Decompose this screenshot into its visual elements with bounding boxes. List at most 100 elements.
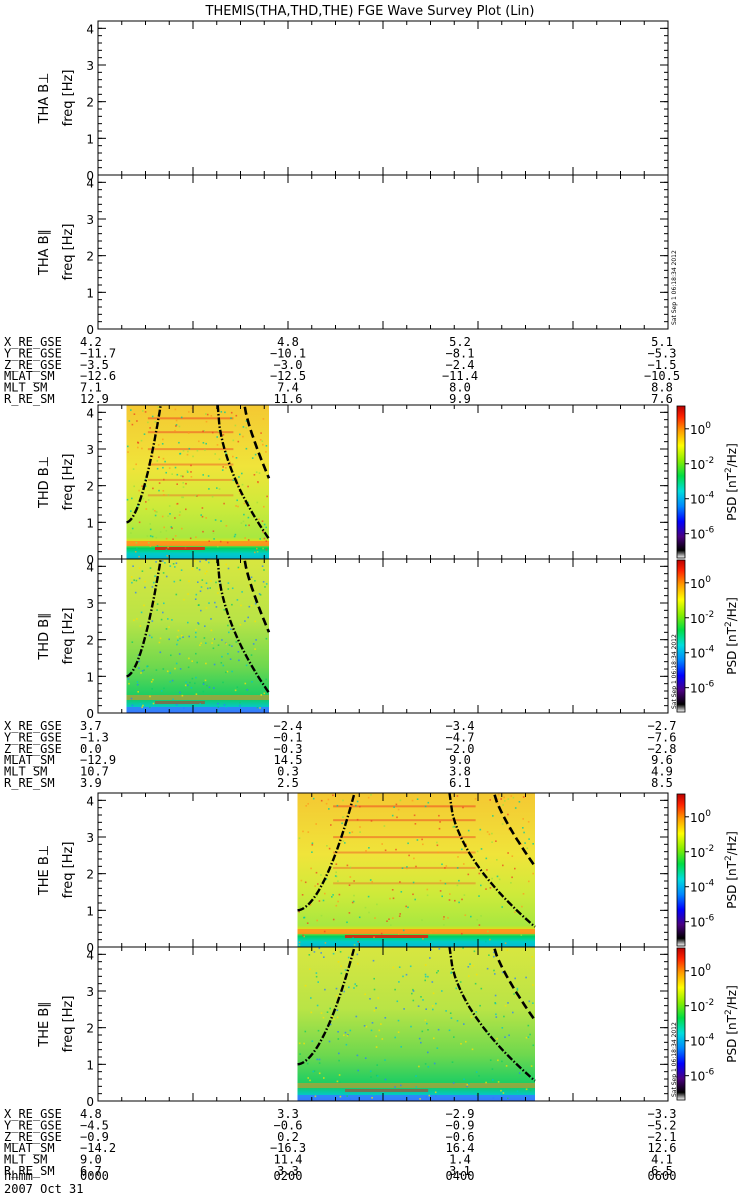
spectrogram-thd-perp-speckle bbox=[214, 519, 217, 521]
spectrogram-thd-perp-speckle bbox=[138, 489, 140, 492]
spectrogram-thd-par-speckle bbox=[181, 694, 184, 697]
spectrogram-the-perp-speckle bbox=[457, 856, 459, 858]
spectrogram-thd-par-speckle bbox=[217, 710, 219, 713]
spectrogram-thd-par-speckle bbox=[239, 623, 242, 626]
spectrogram-thd-par-speckle bbox=[175, 593, 178, 596]
spectrogram-the-perp-speckle bbox=[411, 799, 414, 802]
ephemeris-value: 9.0 bbox=[449, 753, 471, 767]
spectrogram-thd-perp-speckle bbox=[224, 411, 226, 414]
spectrogram-the-perp-speckle bbox=[430, 932, 432, 934]
colorbar-tick-base: 10 bbox=[690, 577, 705, 591]
colorbar-tick-label: 10-6 bbox=[690, 1068, 715, 1084]
spectrogram-the-perp-speckle bbox=[328, 808, 330, 810]
spectrogram-the-perp-speckle bbox=[353, 880, 355, 882]
spectrogram-the-par-speckle bbox=[450, 1017, 453, 1019]
spectrogram-the-perp-speckle bbox=[399, 799, 402, 802]
spectrogram-thd-par-speckle bbox=[244, 620, 246, 622]
spectrogram-the-perp-speckle bbox=[470, 915, 472, 918]
spectrogram-thd-par-speckle bbox=[163, 687, 165, 690]
spectrogram-the-par-speckle bbox=[320, 1012, 323, 1014]
spectrogram-the-par-speckle bbox=[431, 981, 434, 983]
spectrogram-thd-par-speckle bbox=[259, 705, 261, 708]
spectrogram-thd-perp-speckle bbox=[156, 467, 159, 470]
spectrogram-thd-perp-speckle bbox=[166, 555, 168, 557]
spectrogram-the-par-speckle bbox=[318, 1072, 321, 1075]
spectrogram-the-perp-speckle bbox=[436, 844, 439, 847]
spectrogram-the-perp-speckle bbox=[348, 832, 351, 834]
spectrogram-the-perp-speckle bbox=[497, 793, 500, 796]
spectrogram-the-perp-speckle bbox=[368, 847, 370, 849]
spectrogram-the-par-speckle bbox=[314, 1095, 317, 1098]
spectrogram-thd-par-speckle bbox=[180, 569, 183, 571]
spectrogram-thd-par-speckle bbox=[217, 702, 219, 705]
spectrogram-thd-par-speckle bbox=[247, 616, 249, 619]
ephemeris-value: −16.3 bbox=[270, 1141, 306, 1155]
spectrogram-thd-perp-speckle bbox=[147, 421, 149, 424]
spectrogram-thd-par-speckle bbox=[151, 636, 153, 639]
spectrogram-thd-perp-speckle bbox=[167, 546, 169, 549]
spectrogram-thd-par-speckle bbox=[138, 577, 141, 580]
spectrogram-thd-perp-speckle bbox=[265, 540, 268, 542]
spectrogram-the-perp-speckle bbox=[447, 917, 449, 919]
spectrogram-the-par-speckle bbox=[320, 952, 322, 954]
spectrogram-the-perp-speckle bbox=[501, 906, 503, 908]
spectrogram-thd-par-speckle bbox=[252, 643, 255, 645]
spectrogram-the-par-speckle bbox=[475, 973, 478, 976]
spectrogram-the-perp-speckle bbox=[395, 803, 398, 806]
spectrogram-the-par-speckle bbox=[336, 1009, 339, 1011]
spectrogram-the-perp-band-core bbox=[345, 935, 429, 938]
spectrogram-thd-par-speckle bbox=[187, 666, 190, 669]
spectrogram-the-perp-speckle bbox=[395, 848, 397, 851]
spectrogram-thd-perp-speckle bbox=[180, 475, 182, 477]
spectrogram-thd-perp-speckle bbox=[149, 427, 151, 429]
spectrogram-thd-par-speckle bbox=[246, 689, 249, 691]
spectrogram-the-perp-speckle bbox=[443, 924, 445, 926]
spectrogram-the-perp-speckle bbox=[384, 849, 387, 852]
spectrogram-thd-par-speckle bbox=[153, 581, 155, 584]
spectrogram-the-perp-harmonic bbox=[333, 836, 476, 839]
spectrogram-the-perp-speckle bbox=[392, 917, 394, 919]
spectrogram-thd-perp-speckle bbox=[233, 535, 236, 538]
spectrogram-thd-perp-speckle bbox=[171, 473, 173, 475]
spectrogram-the-perp-band bbox=[297, 929, 535, 934]
spectrogram-the-perp-speckle bbox=[522, 827, 524, 829]
spectrogram-thd-perp-speckle bbox=[136, 547, 138, 550]
spectrogram-the-perp-speckle bbox=[369, 879, 372, 881]
spectrogram-the-par-speckle bbox=[338, 1052, 340, 1055]
spectrogram-the-perp-speckle bbox=[480, 915, 482, 917]
spectrogram-the-par-speckle bbox=[424, 1019, 427, 1022]
spectrogram-thd-par-speckle bbox=[237, 651, 240, 653]
spectrogram-thd-par-speckle bbox=[259, 594, 262, 596]
spectrogram-thd-perp-speckle bbox=[186, 471, 189, 473]
panel-tha-perp: 0 1 2 3 4 THA B⊥ freq [Hz] bbox=[37, 20, 669, 183]
spectrogram-thd-par-speckle bbox=[214, 601, 216, 604]
spectrogram-the-par-speckle bbox=[398, 966, 401, 968]
spectrogram-thd-par-speckle bbox=[227, 582, 230, 584]
spectrogram-thd-perp-speckle bbox=[218, 488, 221, 490]
spectrogram-the-par-speckle bbox=[380, 1023, 382, 1025]
spectrogram-the-perp-speckle bbox=[346, 864, 349, 867]
spectrogram-thd-par-speckle bbox=[143, 669, 145, 671]
ephemeris-value: 14.5 bbox=[274, 753, 303, 767]
spectrogram-thd-par-speckle bbox=[169, 565, 172, 567]
spectrogram-the-perp-speckle bbox=[344, 825, 347, 827]
spectrogram-thd-par-speckle bbox=[210, 580, 212, 582]
spectrogram-thd-par-speckle bbox=[146, 665, 148, 668]
spectrogram-thd-par-speckle bbox=[165, 628, 168, 630]
spectrogram-the-par-speckle bbox=[392, 966, 395, 969]
colorbar-tick-exponent: -4 bbox=[705, 491, 714, 501]
spectrogram-the-par-speckle bbox=[397, 1031, 400, 1033]
ephemeris-value: −2.7 bbox=[648, 719, 677, 733]
spectrogram-thd-perp-speckle bbox=[262, 531, 264, 533]
colorbar-tick-exponent: -2 bbox=[705, 610, 714, 620]
colorbar-tick-exponent: 0 bbox=[705, 809, 711, 819]
spectrogram-the-par-speckle bbox=[466, 1085, 468, 1088]
ephemeris-value: −10.1 bbox=[270, 346, 306, 360]
spectrogram-the-par-speckle bbox=[376, 1064, 378, 1066]
ephemeris-value: 11.4 bbox=[274, 1153, 303, 1167]
y-tick-label: 3 bbox=[86, 831, 94, 845]
spectrogram-the-par-speckle bbox=[516, 1090, 519, 1092]
spectrogram-the-par-speckle bbox=[466, 1084, 469, 1086]
spectrogram-the-par-speckle bbox=[336, 1016, 339, 1019]
spectrogram-the-perp-speckle bbox=[458, 901, 460, 904]
